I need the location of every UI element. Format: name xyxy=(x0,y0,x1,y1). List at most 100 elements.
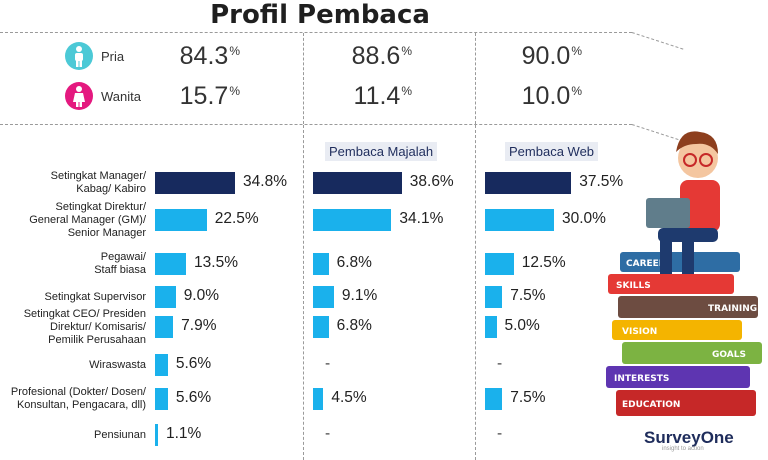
book-label-vision: VISION xyxy=(622,327,657,337)
category-label-line: Pegawai/ xyxy=(100,251,146,263)
category-label-line: Direktur/ Komisaris/ xyxy=(50,320,146,333)
category-label: Setingkat CEO/ Presiden Direktur/ Komisar… xyxy=(0,308,146,347)
page-title: Profil Pembaca xyxy=(210,0,430,30)
bar xyxy=(485,316,497,338)
female-value-2: 11.4% xyxy=(353,82,412,110)
category-label: Setingkat Direktur/General Manager (GM)/… xyxy=(0,201,146,240)
divider-col-1-lower xyxy=(303,125,304,460)
male-value-2: 88.6% xyxy=(351,42,412,70)
category-label-line: Kabag/ Kabiro xyxy=(76,183,146,195)
category-label-line: Setingkat Direktur/ xyxy=(55,200,146,213)
bar-value-label: 6.8% xyxy=(336,254,372,271)
bar xyxy=(485,286,503,308)
bar-value-label: 30.0% xyxy=(562,210,606,227)
gender-label-female: Wanita xyxy=(101,89,141,104)
bar xyxy=(313,316,329,338)
bar-value-label: 38.6% xyxy=(409,173,454,190)
bar xyxy=(485,172,572,194)
bar-value-label: 7.5% xyxy=(510,389,546,406)
gender-label-male: Pria xyxy=(101,49,125,64)
no-data-label: - xyxy=(497,425,503,442)
category-label-line: General Manager (GM)/ xyxy=(29,213,146,226)
bar xyxy=(155,172,236,194)
category-label: Wiraswasta xyxy=(0,359,146,372)
bar xyxy=(313,286,334,308)
male-value-1: 84.3% xyxy=(179,42,240,70)
divider-col-2 xyxy=(475,33,476,124)
bar-value-label: 22.5% xyxy=(214,210,259,227)
female-icon xyxy=(65,82,93,110)
book-label-goals: GOALS xyxy=(712,350,746,360)
category-label-line: Pemilik Perusahaan xyxy=(48,333,146,346)
no-data-label: - xyxy=(325,355,331,372)
category-label-line: Setingkat Manager/ xyxy=(50,170,146,182)
bar-value-label: 37.5% xyxy=(579,173,624,190)
divider-middle xyxy=(0,124,632,125)
bar-value-label: 6.8% xyxy=(336,317,372,334)
female-value-1: 15.7% xyxy=(179,82,240,110)
bar xyxy=(155,209,207,231)
bar xyxy=(155,354,168,376)
surveyone-logo: SurveyOne xyxy=(644,428,734,447)
category-label-line: Profesional (Dokter/ Dosen/ xyxy=(10,386,146,398)
bar-value-label: 4.5% xyxy=(331,389,367,406)
bar-value-label: 1.1% xyxy=(166,425,202,442)
category-label-line: Wiraswasta xyxy=(89,358,146,371)
gender-row-male: Pria 84.3% 88.6% 90.0% xyxy=(0,42,640,72)
no-data-label: - xyxy=(497,355,503,372)
bar-value-label: 13.5% xyxy=(194,254,238,271)
bar-value-label: 5.0% xyxy=(504,317,540,334)
book-label-education: EDUCATION xyxy=(622,400,680,410)
bar xyxy=(155,424,158,446)
bar-value-label: 7.5% xyxy=(510,287,546,304)
bar xyxy=(155,316,174,338)
bar xyxy=(485,388,503,410)
bar xyxy=(485,253,514,275)
surveyone-tagline: insight to action xyxy=(662,446,704,452)
no-data-label: - xyxy=(325,425,331,442)
bar-value-label: 7.9% xyxy=(181,317,217,334)
bar-value-label: 12.5% xyxy=(521,254,566,271)
category-label: Pegawai/Staff biasa xyxy=(0,251,146,277)
bar-value-label: 9.0% xyxy=(183,287,220,304)
category-label-line: Setingkat Supervisor xyxy=(44,290,147,303)
bar xyxy=(485,209,554,231)
gender-row-female: Wanita 15.7% 11.4% 10.0% xyxy=(0,82,640,112)
book-label-career: CAREER xyxy=(626,259,666,269)
bar xyxy=(155,286,176,308)
book-label-training: TRAINING xyxy=(708,304,757,314)
category-label-line: Pensiunan xyxy=(94,428,146,441)
bar xyxy=(155,253,187,275)
person xyxy=(646,131,720,282)
category-label-line: Setingkat CEO/ Presiden xyxy=(23,307,146,320)
category-label-line: Staff biasa xyxy=(94,264,146,276)
divider-top xyxy=(0,32,632,33)
male-value-3: 90.0% xyxy=(521,42,582,70)
category-label: Setingkat Supervisor xyxy=(0,290,147,304)
bar-value-label: 9.1% xyxy=(341,287,378,304)
male-icon xyxy=(65,42,93,70)
divider-col-2-lower xyxy=(475,125,476,460)
bar-value-label: 34.8% xyxy=(243,173,287,190)
book-stack xyxy=(606,252,762,416)
book-label-interests: INTERESTS xyxy=(614,374,669,384)
bar-value-label: 5.6% xyxy=(175,355,212,372)
reader-on-books-illustration: CAREER SKILLS TRAINING VISION GOALS INTE… xyxy=(606,131,762,416)
female-value-3: 10.0% xyxy=(521,82,582,110)
divider-col-1 xyxy=(303,33,304,124)
column-header-majalah: Pembaca Majalah xyxy=(325,142,438,161)
bar xyxy=(313,209,392,231)
category-label: Pensiunan xyxy=(0,429,146,442)
category-label: Profesional (Dokter/ Dosen/Konsultan, Pe… xyxy=(0,386,146,412)
column-header-web: Pembaca Web xyxy=(505,142,599,161)
category-label: Setingkat Manager/Kabag/ Kabiro xyxy=(0,170,146,196)
category-label-line: Senior Manager xyxy=(67,226,146,239)
bar xyxy=(313,172,402,194)
bar xyxy=(313,388,324,410)
bar xyxy=(155,388,168,410)
bar-value-label: 34.1% xyxy=(399,210,444,227)
bar xyxy=(313,253,329,275)
bar-value-label: 5.6% xyxy=(175,389,212,406)
book-label-skills: SKILLS xyxy=(616,281,651,291)
category-label-line: Konsultan, Pengacara, dll) xyxy=(16,399,146,411)
